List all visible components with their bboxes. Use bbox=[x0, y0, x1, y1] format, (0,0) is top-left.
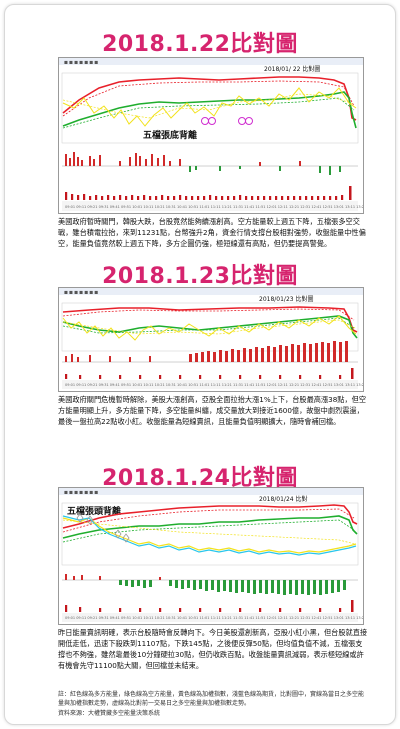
chart-annotation-3: 五檔張頭背離 bbox=[67, 505, 121, 517]
section-paragraph-1: 美國政府暫時關門，韓股大跌，台股竟然能夠續漲創高。空方能量較上週五下降，五檔張多… bbox=[58, 217, 366, 248]
chart-svg-1: ■ ■ ■ ■ ■ ■ ■ 2018/01/ 22 比對圖 五檔張底背離 bbox=[59, 58, 363, 211]
section-title-1: 2018.1.22比對圖 bbox=[102, 32, 298, 57]
svg-text:■ ■ ■ ■ ■ ■ ■: ■ ■ ■ ■ ■ ■ ■ bbox=[64, 60, 98, 65]
svg-text:■ ■ ■ ■ ■ ■ ■: ■ ■ ■ ■ ■ ■ ■ bbox=[64, 490, 98, 495]
section-title-2: 2018.1.23比對圖 bbox=[102, 264, 298, 289]
svg-text:■ ■ ■ ■ ■ ■ ■: ■ ■ ■ ■ ■ ■ ■ bbox=[64, 290, 98, 295]
footnote: 註：紅色線為多方能量，綠色線為空方能量，黃色線為加權指數，淺藍色線為期貨，比對圖… bbox=[58, 691, 365, 707]
comparison-chart-1: ■ ■ ■ ■ ■ ■ ■ 2018/01/ 22 比對圖 五檔張底背離 bbox=[58, 57, 364, 214]
chart-header-2: 2018/01/23 比對圖 bbox=[259, 295, 314, 303]
svg-text:09:01 09:11 09:21 09:31 09:41: 09:01 09:11 09:21 09:31 09:41 09:51 10:0… bbox=[65, 616, 363, 620]
chart-annotation-1: 五檔張底背離 bbox=[143, 129, 197, 141]
chart-header-1: 2018/01/ 22 比對圖 bbox=[264, 65, 320, 73]
chart-svg-2: ■ ■ ■ ■ ■ ■ ■ 2018/01/23 比對圖 bbox=[59, 288, 363, 389]
svg-text:09:01 09:11 09:21 09:31 09:41: 09:01 09:11 09:21 09:31 09:41 09:51 10:0… bbox=[65, 205, 363, 209]
comparison-chart-3: ■ ■ ■ ■ ■ ■ ■ 2018/01/24 比對 五檔張頭背離 bbox=[58, 487, 364, 625]
section-paragraph-3: 昨日能量賣訊明確，表示台股隨時會反轉向下。今日美股還創新高，亞股小紅小黑，但台股… bbox=[58, 628, 368, 670]
source-note: 資料來源：大權贊藏多空能量決策系統 bbox=[58, 710, 161, 717]
chart-header-3: 2018/01/24 比對 bbox=[259, 495, 308, 503]
chart-svg-3: ■ ■ ■ ■ ■ ■ ■ 2018/01/24 比對 五檔張頭背離 bbox=[59, 488, 363, 622]
section-title-3: 2018.1.24比對圖 bbox=[102, 466, 298, 491]
comparison-chart-2: ■ ■ ■ ■ ■ ■ ■ 2018/01/23 比對圖 bbox=[58, 287, 364, 392]
svg-text:09:01 09:11 09:21 09:31 09:41: 09:01 09:11 09:21 09:31 09:41 09:51 10:0… bbox=[65, 383, 363, 387]
section-paragraph-2: 美國政府關門危機暫時解除，美股大漲創高，亞股全面拉抬大漲1%上下，台股最高漲38… bbox=[58, 395, 367, 426]
